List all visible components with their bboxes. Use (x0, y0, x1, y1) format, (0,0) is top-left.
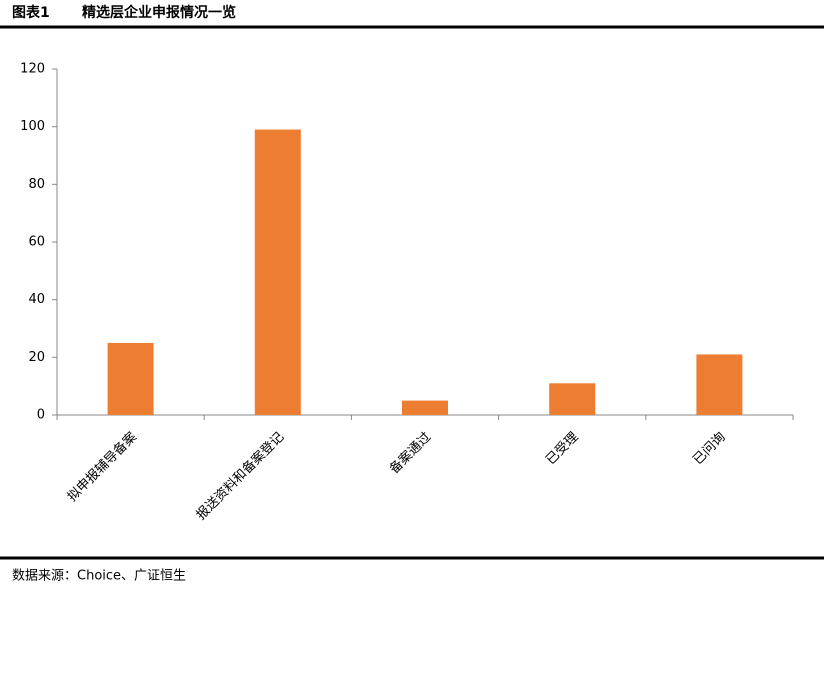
bar (254, 129, 301, 416)
bar (402, 400, 448, 415)
y-tick-label: 80 (28, 177, 45, 192)
x-tick-label: 已受理 (543, 430, 581, 468)
y-tick-label: 40 (28, 292, 45, 307)
y-tick-label: 0 (37, 408, 45, 423)
bar (549, 383, 596, 415)
y-tick-label: 20 (28, 350, 45, 365)
chart-title: 精选层企业申报情况一览 (82, 4, 236, 21)
x-tick-label: 备案通过 (386, 429, 434, 477)
x-tick-label: 报送资料和备案登记 (193, 429, 287, 523)
figure-label: 图表1 (12, 4, 50, 21)
y-tick-label: 100 (20, 119, 45, 134)
y-tick-label: 120 (20, 62, 45, 77)
bar (107, 342, 154, 415)
y-tick-label: 60 (28, 235, 45, 250)
x-tick-label: 拟申报辅导备案 (64, 429, 140, 505)
bar (696, 354, 743, 415)
x-tick-label: 已问询 (691, 430, 729, 468)
source-note: 数据来源：Choice、广证恒生 (12, 569, 186, 584)
